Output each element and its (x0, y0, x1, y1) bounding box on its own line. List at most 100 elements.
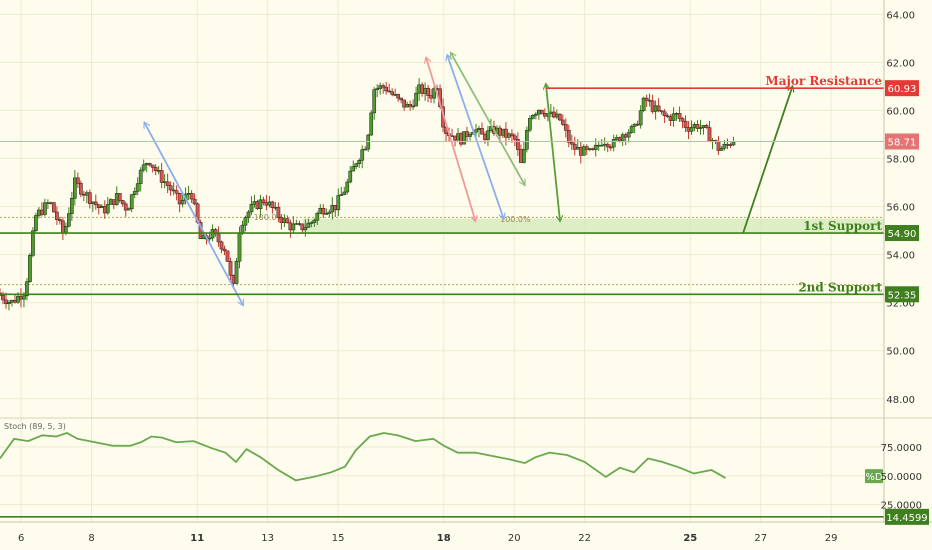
candle-down (480, 128, 484, 135)
candle-down (539, 109, 544, 114)
price-levels: Major Resistance 1st Support 2nd Support (0, 74, 884, 296)
support-zone (302, 218, 884, 234)
candle-down (557, 113, 562, 121)
candle-down (58, 219, 62, 222)
projection-arrows (144, 53, 792, 305)
candle-down (255, 201, 260, 210)
price-tick-label: 52.00 (886, 299, 915, 310)
candle-down (61, 220, 65, 234)
candle-up (291, 223, 296, 231)
candle-up (581, 146, 586, 156)
candle-up (632, 123, 637, 127)
fib-label: 100.0% (500, 215, 531, 224)
candle-up (342, 191, 347, 195)
candle-down (96, 204, 101, 209)
time-tick-label: 18 (437, 533, 451, 544)
candle-up (417, 84, 421, 94)
candle-down (650, 100, 655, 112)
candle-up (348, 170, 353, 183)
candle-down (261, 199, 266, 203)
candle-up (375, 88, 380, 91)
candle-down (384, 86, 389, 92)
candle-down (590, 148, 595, 151)
projection-arrow (451, 53, 525, 185)
candle-up (593, 144, 598, 151)
stoch-tick-label: 25.0000 (881, 501, 922, 512)
candle-up (315, 213, 320, 221)
price-tick-label: 60.00 (886, 107, 915, 118)
candle-up (99, 205, 104, 209)
price-tick-label: 54.00 (886, 251, 915, 262)
candle-down (662, 111, 667, 117)
time-tick-label: 13 (261, 533, 274, 544)
candle-down (551, 111, 556, 118)
candle-up (363, 148, 368, 151)
candle-up (43, 202, 47, 215)
candle-up (90, 201, 95, 204)
candle-up (312, 219, 317, 223)
level-name: Major Resistance (765, 74, 882, 88)
level-tag (885, 286, 919, 303)
candle-up (67, 213, 71, 227)
candle-up (486, 130, 490, 140)
candle-down (390, 91, 395, 95)
candle-down (695, 124, 700, 129)
candle-up (135, 183, 140, 192)
candle-up (201, 235, 206, 240)
candle-down (192, 198, 197, 205)
candle-up (537, 109, 541, 115)
candle-up (596, 144, 601, 147)
candle-up (629, 126, 634, 133)
candle-down (563, 124, 568, 131)
stoch-d-badge (865, 469, 883, 484)
candle-down (93, 201, 98, 206)
time-tick-label: 15 (332, 533, 345, 544)
candle-down (52, 202, 56, 213)
candle-down (665, 115, 670, 118)
candle-up (354, 163, 359, 167)
time-tick-label: 6 (18, 533, 24, 544)
projection-arrow (546, 84, 560, 221)
candle-down (402, 99, 406, 108)
candle-down (668, 116, 673, 121)
candle-up (294, 223, 299, 225)
candle-up (366, 134, 371, 150)
time-tick-label: 27 (754, 533, 767, 544)
candle-up (602, 143, 607, 146)
candle-down (102, 205, 107, 214)
candle-up (531, 115, 535, 119)
candle-up (306, 222, 311, 228)
candle-up (31, 230, 35, 256)
candle-up (180, 199, 185, 205)
candle-up (477, 128, 481, 131)
candle-down (147, 163, 152, 166)
candle-up (28, 255, 32, 282)
candle-up (186, 193, 191, 195)
candle-up (599, 144, 604, 147)
candle-up (318, 207, 323, 214)
candle-up (372, 89, 377, 114)
candle-down (408, 104, 412, 107)
candle-down (498, 127, 502, 136)
candle-up (626, 132, 631, 138)
stoch-title: Stoch (89, 5, 3) (4, 422, 66, 431)
candle-up (345, 181, 350, 193)
candle-down (40, 209, 44, 215)
candle-down (387, 90, 392, 93)
candle-up (671, 113, 676, 121)
candle-up (258, 199, 263, 210)
candle-down (677, 113, 682, 119)
candle-up (462, 131, 466, 145)
candle-down (725, 143, 730, 146)
current-price-tag-label: 58.71 (888, 137, 917, 148)
level-tag-label: 52.35 (888, 290, 917, 301)
candle-up (689, 127, 694, 132)
candle-down (683, 120, 688, 128)
candle-down (656, 105, 661, 111)
level-name: 1st Support (803, 219, 882, 233)
stoch-bottom-tag-label: 14.4599 (886, 513, 927, 524)
time-tick-label: 8 (88, 533, 94, 544)
time-tick-label: 20 (508, 533, 521, 544)
